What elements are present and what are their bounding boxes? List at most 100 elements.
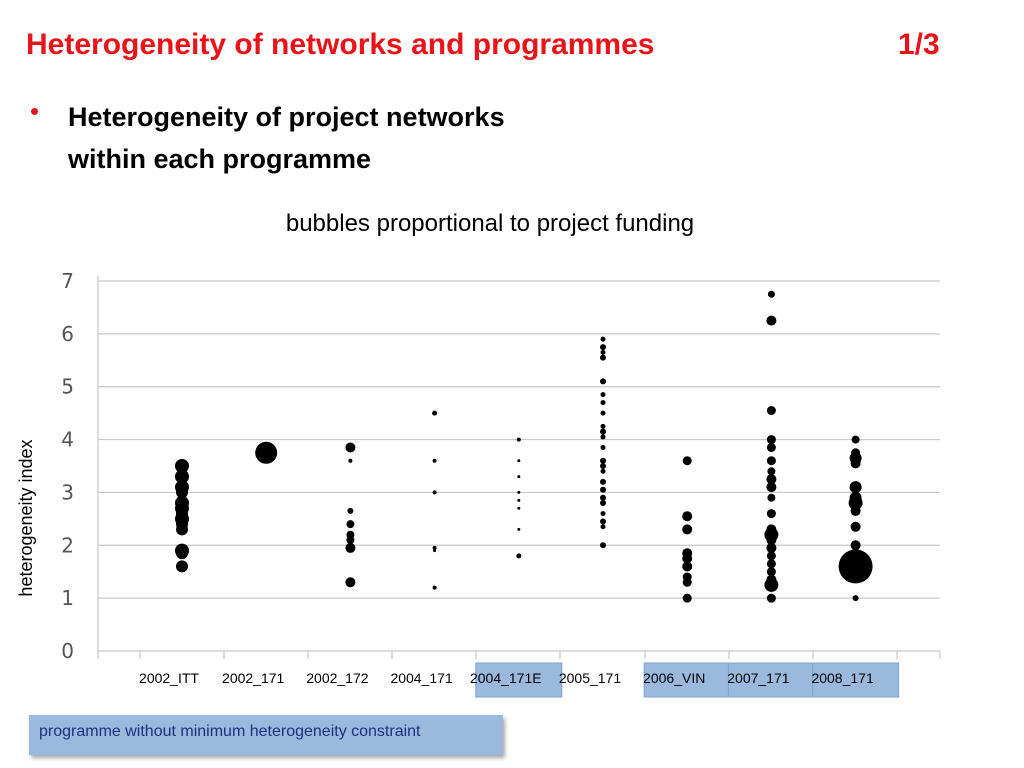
category-label: 2005_171	[559, 670, 622, 686]
bubble-point	[682, 577, 692, 587]
bubble-point	[767, 493, 776, 502]
bubble-point	[517, 475, 521, 479]
bubble-point	[346, 536, 355, 544]
bubble-point	[766, 593, 776, 603]
y-tick-label: 1	[61, 586, 74, 610]
bubble-point	[766, 435, 776, 445]
x-tick-marks	[97, 651, 941, 659]
bubble-point	[175, 459, 189, 473]
bubble-point	[432, 545, 437, 550]
bubble-point	[851, 435, 860, 444]
bubble-point	[175, 469, 189, 484]
category-label: 2004_171	[390, 670, 453, 686]
bubble-point	[766, 535, 777, 545]
bubble-point	[766, 524, 777, 535]
bubble-point	[433, 549, 437, 553]
bubble-point	[682, 456, 692, 466]
highlight-boxes	[475, 662, 900, 698]
bubble-point	[432, 490, 437, 495]
bubble-point	[682, 593, 692, 603]
bubble-point	[516, 437, 521, 442]
bubble-point	[255, 441, 278, 464]
bullet-line-1: Heterogeneity of project networks	[68, 102, 505, 132]
category-label: 2002_171	[222, 670, 285, 686]
bubble-point	[850, 458, 861, 469]
bubble-point	[766, 559, 776, 569]
bubble-point	[347, 507, 354, 514]
bubble-point	[600, 463, 606, 469]
bubble-point	[600, 524, 606, 530]
gridlines	[97, 276, 940, 657]
bubble-point	[176, 523, 188, 536]
bullet-point: Heterogeneity of project networks within…	[68, 96, 505, 180]
bubble-point	[682, 553, 693, 564]
bubble-point	[600, 434, 606, 440]
bubble-point	[432, 458, 437, 463]
y-axis-label: heterogeneity index	[16, 439, 36, 596]
bubble-point	[838, 549, 873, 584]
bubble-point	[176, 507, 188, 520]
y-tick-label: 7	[61, 269, 74, 293]
y-tick-labels: 0 1 2 3 4 5 6 7	[61, 269, 74, 663]
category-label: 2002_ITT	[139, 670, 199, 686]
bubble-point	[348, 458, 353, 463]
bubble-point	[345, 542, 356, 553]
y-tick-label: 5	[61, 375, 74, 399]
bubble-point	[600, 344, 606, 351]
bubble-point	[766, 567, 776, 577]
bubble-point	[346, 520, 355, 529]
bubble-point	[766, 315, 777, 326]
page-number: 1/3	[898, 28, 940, 61]
y-tick-label: 6	[61, 322, 74, 346]
bullet-line-2: within each programme	[68, 144, 372, 174]
bubble-point	[766, 456, 776, 466]
bubble-point	[600, 494, 606, 501]
highlight-box-2008_171	[812, 662, 900, 698]
bubble-point	[600, 542, 606, 549]
bubble-point	[600, 478, 606, 485]
bubble-point	[517, 527, 521, 531]
bubble-point	[682, 511, 693, 522]
bubble-point	[517, 498, 521, 502]
bubble-point	[850, 550, 861, 561]
bubble-point	[600, 392, 606, 398]
category-labels: 2002_ITT 2002_171 2002_172 2004_171 2004_171…	[139, 670, 874, 686]
category-label: 2008_171	[811, 670, 874, 686]
bubble-point	[849, 491, 862, 504]
bubble-point	[176, 560, 188, 573]
bubble-point	[600, 400, 606, 406]
bubble-point	[600, 445, 606, 450]
bubble-point	[600, 410, 606, 416]
bubble-point	[600, 354, 606, 361]
bubble-point	[766, 551, 776, 561]
bubble-point	[682, 524, 693, 535]
bubble-point	[176, 547, 188, 560]
bubble-point	[600, 423, 606, 429]
bubble-point	[600, 457, 606, 464]
bubble-point	[600, 428, 606, 435]
bubble-point	[600, 518, 606, 525]
bubble-point	[516, 553, 522, 559]
bullet-marker: •	[30, 96, 40, 126]
bubble-point	[766, 542, 777, 553]
highlight-box-2006_VIN	[643, 662, 731, 698]
bubble-point	[600, 378, 606, 385]
legend-note-text: programme without minimum heterogeneity …	[39, 723, 421, 740]
bubble-point	[600, 349, 606, 355]
bubble-point	[682, 561, 693, 572]
bubble-point	[766, 574, 777, 585]
y-tick-label: 3	[61, 480, 74, 504]
bubble-point	[767, 467, 776, 476]
bubble-chart: 0 1 2 3 4 5 6 7 2002_ITT 2002_171 2002_172 2004_17…	[16, 269, 941, 698]
bubble-point	[767, 290, 775, 298]
category-label: 2002_172	[306, 670, 369, 686]
bubbles	[175, 290, 873, 603]
highlight-box-2007_171	[727, 662, 815, 698]
bubble-point	[850, 521, 861, 532]
bubble-point	[600, 486, 606, 493]
bubble-point	[850, 540, 861, 551]
bubble-point	[345, 577, 356, 588]
bubble-point	[766, 443, 776, 452]
bubble-point	[850, 505, 861, 516]
y-tick-label: 0	[61, 639, 74, 663]
